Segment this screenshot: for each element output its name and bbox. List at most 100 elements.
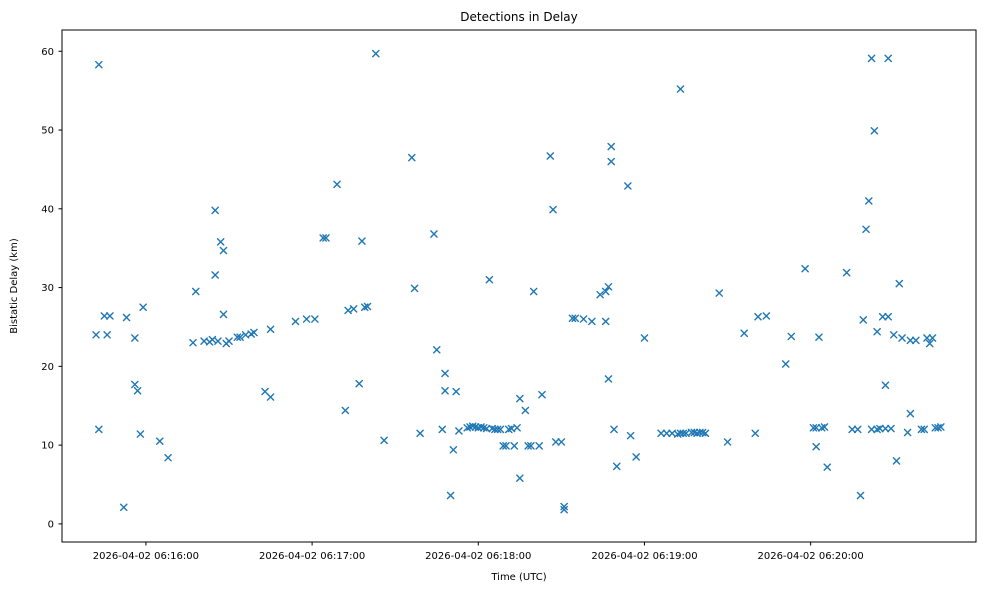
data-point bbox=[895, 279, 904, 288]
data-point bbox=[225, 337, 233, 345]
y-tick-label: 30 bbox=[41, 283, 54, 294]
data-point bbox=[219, 246, 228, 255]
data-point bbox=[449, 446, 458, 454]
data-point bbox=[485, 275, 494, 284]
data-point bbox=[266, 393, 275, 401]
data-point bbox=[601, 287, 610, 296]
data-point bbox=[906, 409, 915, 418]
data-point bbox=[410, 284, 419, 293]
data-point bbox=[859, 316, 868, 324]
x-axis-label: Time (UTC) bbox=[490, 572, 546, 583]
data-point bbox=[848, 425, 856, 434]
data-point bbox=[95, 60, 103, 69]
data-point bbox=[632, 453, 640, 461]
data-point bbox=[441, 369, 449, 378]
data-point bbox=[889, 331, 898, 339]
data-point bbox=[607, 142, 616, 151]
x-tick-label: 2026-04-02 06:16:00 bbox=[93, 551, 199, 562]
data-point bbox=[751, 429, 760, 438]
plot-border bbox=[61, 29, 977, 543]
data-point bbox=[715, 289, 724, 297]
y-tick-label: 0 bbox=[48, 519, 54, 530]
data-point bbox=[516, 394, 524, 403]
data-point bbox=[571, 314, 580, 323]
data-point bbox=[626, 431, 635, 440]
data-point bbox=[380, 436, 388, 445]
chart-title: Detections in Delay bbox=[460, 10, 578, 24]
data-point bbox=[95, 425, 103, 434]
data-point bbox=[372, 49, 380, 58]
data-point bbox=[455, 427, 463, 435]
x-tick-label: 2026-04-02 06:20:00 bbox=[758, 551, 864, 562]
data-point bbox=[482, 424, 491, 433]
data-point bbox=[856, 491, 865, 500]
data-point bbox=[510, 442, 519, 450]
data-point bbox=[557, 438, 566, 446]
data-point bbox=[358, 237, 366, 245]
data-point bbox=[446, 491, 455, 500]
data-point bbox=[155, 437, 164, 445]
data-point bbox=[499, 442, 508, 450]
data-point bbox=[876, 424, 884, 433]
data-point bbox=[131, 380, 139, 389]
data-point bbox=[937, 423, 945, 431]
data-point bbox=[546, 152, 555, 160]
data-point bbox=[640, 334, 649, 342]
data-point bbox=[521, 406, 530, 415]
data-points-layer bbox=[92, 49, 945, 514]
data-point bbox=[103, 331, 111, 339]
data-point bbox=[676, 429, 685, 438]
data-point bbox=[438, 425, 447, 434]
data-point bbox=[865, 197, 873, 205]
data-point bbox=[867, 54, 876, 63]
data-point bbox=[408, 153, 416, 162]
data-point bbox=[881, 381, 890, 390]
data-point bbox=[100, 312, 109, 320]
data-point bbox=[549, 205, 557, 214]
data-point bbox=[853, 425, 862, 434]
data-point bbox=[604, 282, 613, 291]
data-point bbox=[516, 474, 524, 482]
data-point bbox=[607, 157, 616, 166]
x-tick-label: 2026-04-02 06:18:00 bbox=[425, 551, 531, 562]
data-point bbox=[662, 429, 671, 438]
data-point bbox=[214, 337, 222, 345]
data-point bbox=[560, 505, 568, 514]
data-point bbox=[363, 302, 372, 311]
data-point bbox=[493, 425, 502, 434]
data-point bbox=[862, 225, 870, 234]
data-point bbox=[341, 406, 350, 415]
data-point bbox=[189, 338, 197, 347]
data-point bbox=[878, 312, 887, 321]
data-point bbox=[601, 317, 610, 326]
data-point bbox=[349, 305, 358, 313]
data-point bbox=[610, 425, 618, 434]
data-point bbox=[319, 234, 327, 242]
data-point bbox=[133, 386, 142, 395]
data-point bbox=[311, 315, 319, 323]
data-point bbox=[754, 312, 762, 321]
data-point bbox=[812, 442, 820, 451]
data-point bbox=[568, 314, 577, 323]
y-tick-label: 40 bbox=[41, 204, 54, 215]
data-point bbox=[781, 360, 790, 368]
data-point bbox=[322, 234, 330, 242]
data-point bbox=[92, 331, 100, 339]
data-point bbox=[867, 425, 876, 434]
data-point bbox=[820, 423, 829, 431]
data-point bbox=[881, 424, 890, 433]
data-point bbox=[925, 339, 934, 348]
data-point bbox=[496, 425, 505, 434]
x-tick-label: 2026-04-02 06:17:00 bbox=[259, 551, 365, 562]
data-point bbox=[873, 327, 881, 336]
data-point bbox=[604, 375, 613, 383]
data-point bbox=[355, 379, 363, 388]
data-point bbox=[216, 238, 225, 246]
data-point bbox=[701, 429, 710, 438]
data-point bbox=[441, 386, 449, 395]
data-point bbox=[131, 334, 139, 342]
data-point bbox=[452, 387, 460, 396]
y-tick-label: 60 bbox=[41, 47, 54, 58]
data-point bbox=[291, 317, 300, 326]
